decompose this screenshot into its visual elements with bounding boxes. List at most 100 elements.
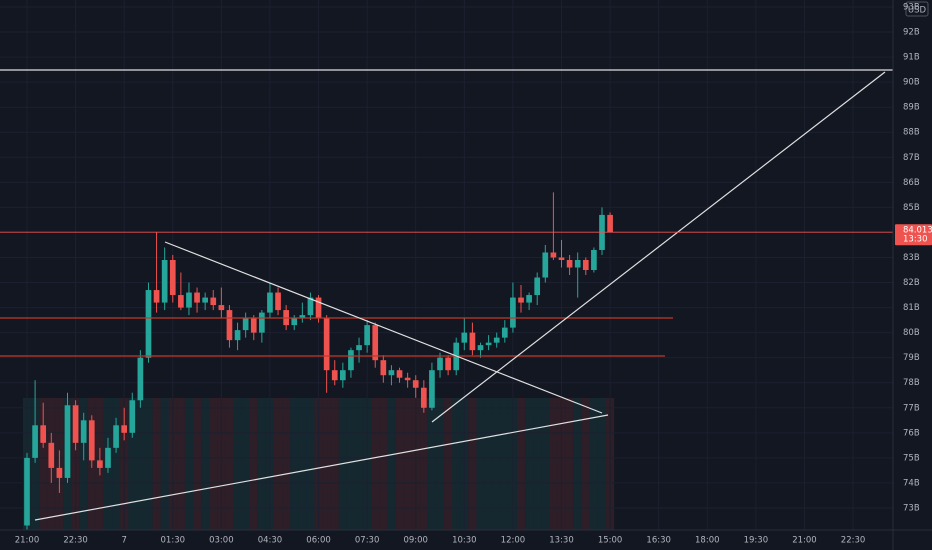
candle-body (137, 357, 144, 401)
shade-column (249, 398, 258, 530)
trend-line (164, 241, 603, 414)
candle-body (72, 405, 79, 443)
x-tick-label: 10:30 (452, 536, 477, 546)
y-tick-label: 85B (903, 203, 920, 213)
shade-column (379, 398, 388, 530)
x-tick-label: 18:00 (695, 536, 720, 546)
candle-body (210, 297, 217, 306)
shade-column (484, 398, 493, 530)
axes: 93B 92B 91B 90B 89B 88B 87B 86B 85B 83B 82B 81B 80B 7… (15, 3, 932, 546)
shade-column (322, 398, 331, 530)
price-label: 84.0138 (903, 226, 932, 236)
x-tick-label: 21:00 (792, 536, 817, 546)
y-tick-label: 76B (903, 428, 920, 438)
shade-column (476, 398, 485, 530)
x-tick-label: 21:00 (15, 536, 40, 546)
x-tick-label: 13:30 (549, 536, 574, 546)
candles (24, 192, 613, 531)
shade-column (500, 398, 509, 530)
candle-body (420, 387, 427, 408)
x-tick-label: 19:30 (744, 536, 769, 546)
x-tick-label: 06:00 (306, 536, 331, 546)
shade-column (225, 398, 234, 530)
candle-body (24, 457, 30, 526)
x-tick-label: 22:30 (841, 536, 866, 546)
shade-column (176, 398, 185, 530)
candle-body (194, 292, 200, 303)
candle-body (461, 332, 468, 343)
candle-body (48, 442, 55, 468)
shade-column (193, 398, 202, 530)
shade-column (282, 398, 291, 530)
shade-column (597, 398, 607, 530)
candle-body (169, 259, 176, 296)
candle-body (307, 297, 314, 316)
currency: USD (908, 6, 927, 16)
candle-body (510, 297, 516, 328)
shade-column (112, 398, 121, 530)
candle-body (250, 317, 257, 333)
candle-body (178, 295, 184, 308)
candle-body (485, 342, 492, 346)
shade-column (128, 398, 137, 530)
candle-body (242, 317, 249, 331)
candle-body (396, 370, 403, 378)
candle-body (64, 405, 71, 478)
shade-column (492, 398, 501, 530)
shade-column (549, 398, 558, 530)
currency-badge[interactable] (905, 1, 929, 17)
trend-line (431, 71, 886, 423)
candle-body (202, 297, 208, 303)
candle-body (534, 277, 541, 296)
y-tick-label: 77B (903, 403, 920, 413)
candle-body (145, 290, 152, 358)
candle-body (129, 400, 136, 433)
shade-column (403, 398, 412, 530)
shade-column (468, 398, 477, 530)
drawings (0, 69, 893, 521)
x-tick-label: 15:00 (598, 536, 623, 546)
candle-body (340, 370, 346, 381)
candle-body (566, 259, 573, 268)
candle-body (161, 259, 168, 303)
candle-body (226, 310, 233, 341)
y-tick-label: 81B (903, 303, 920, 313)
x-tick-label: 22:30 (63, 536, 88, 546)
price-label-box (895, 224, 932, 246)
countdown: 13:30 (903, 235, 928, 245)
y-tick-label: 80B (903, 328, 920, 338)
shade-column (274, 398, 283, 530)
x-tick-label: 04:30 (258, 536, 283, 546)
x-tick-label: 01:30 (161, 536, 186, 546)
y-tick-label: 92B (903, 28, 920, 38)
candle-body (267, 292, 273, 313)
shade-column (201, 398, 210, 530)
candle-body (323, 317, 330, 371)
candle-body (348, 350, 354, 371)
candle-body (558, 257, 565, 260)
candle-body (388, 370, 395, 376)
candle-body (607, 214, 613, 233)
y-tick-label: 74B (903, 478, 920, 488)
shade-column (387, 398, 396, 530)
shade-column (573, 398, 582, 530)
x-tick-label: 12:00 (501, 536, 526, 546)
shade-column (395, 398, 404, 530)
shade-column (31, 398, 40, 530)
candle-body (105, 447, 111, 468)
shade-column (541, 398, 550, 530)
candle-body (40, 425, 47, 443)
trend-line (34, 414, 609, 521)
x-tick-label: 09:00 (403, 536, 428, 546)
shade-column (233, 398, 242, 530)
candle-body (429, 370, 435, 408)
x-tick-label: 03:00 (209, 536, 234, 546)
candle-body (186, 292, 192, 308)
candle-body (113, 425, 119, 448)
candle-body (80, 420, 87, 443)
x-tick-label: 7 (121, 536, 126, 546)
candle-body (356, 345, 362, 351)
y-tick-label: 75B (903, 453, 920, 463)
y-tick-label: 90B (903, 78, 920, 88)
